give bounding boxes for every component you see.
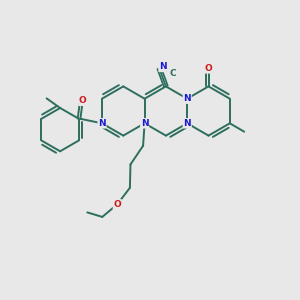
Text: O: O xyxy=(113,200,121,209)
Text: N: N xyxy=(159,62,167,71)
Text: N: N xyxy=(141,119,148,128)
Text: N: N xyxy=(183,119,191,128)
Text: N: N xyxy=(183,94,191,103)
Text: O: O xyxy=(79,96,87,105)
Text: O: O xyxy=(205,64,212,73)
Text: C: C xyxy=(169,69,176,78)
Text: N: N xyxy=(98,119,106,128)
